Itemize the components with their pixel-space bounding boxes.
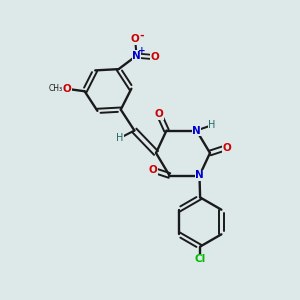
Text: O: O bbox=[150, 52, 159, 62]
Text: N: N bbox=[132, 51, 141, 61]
Text: O: O bbox=[148, 165, 158, 175]
Text: H: H bbox=[208, 120, 216, 130]
Text: +: + bbox=[138, 46, 146, 55]
Text: H: H bbox=[116, 133, 124, 143]
Text: O: O bbox=[154, 109, 164, 119]
Text: Cl: Cl bbox=[194, 254, 206, 264]
Text: -: - bbox=[140, 31, 144, 40]
Text: N: N bbox=[195, 170, 204, 181]
Text: O: O bbox=[222, 142, 231, 153]
Text: N: N bbox=[192, 125, 201, 136]
Text: O: O bbox=[131, 34, 140, 44]
Text: O: O bbox=[63, 84, 72, 94]
Text: CH₃: CH₃ bbox=[48, 84, 62, 93]
